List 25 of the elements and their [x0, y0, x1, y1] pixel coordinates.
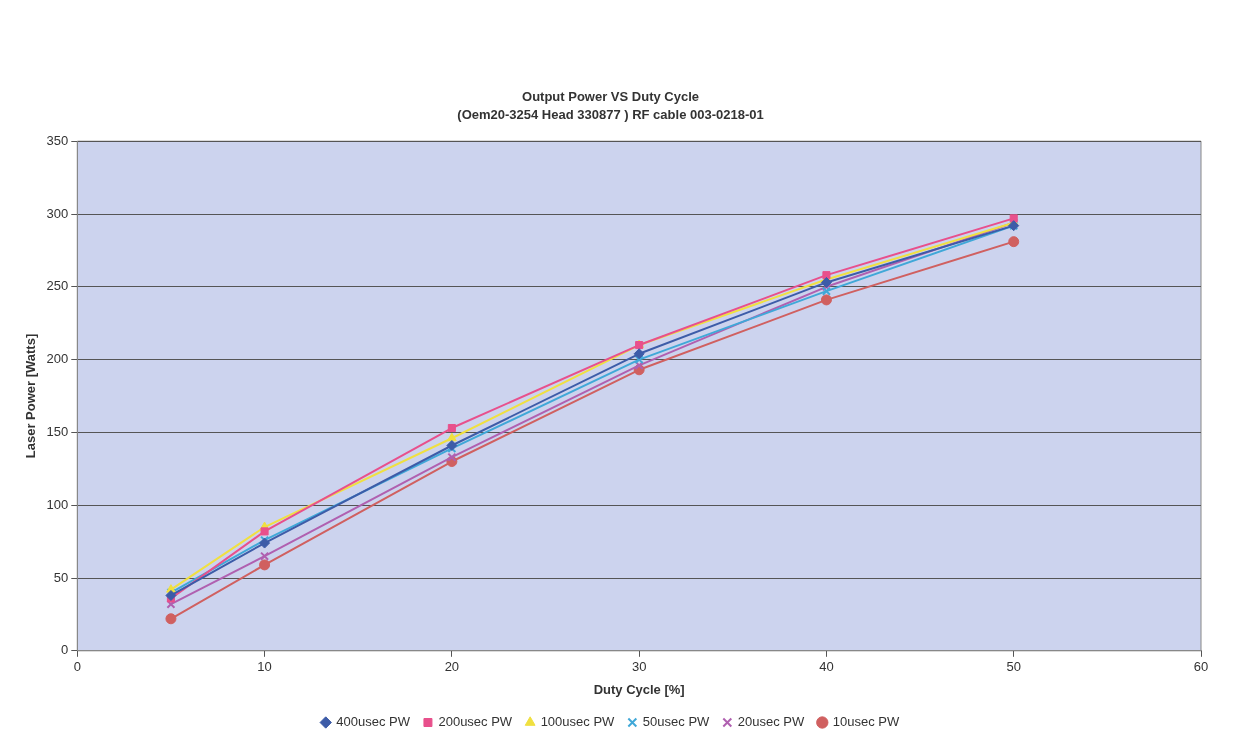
- x-tick-label: 40: [819, 659, 834, 675]
- y-tick-label: 350: [46, 132, 69, 148]
- x-tick-label: 0: [73, 659, 81, 675]
- y-tick-label: 50: [53, 569, 69, 585]
- legend-label: 400usec PW: [336, 714, 411, 730]
- legend-label: 50usec PW: [642, 714, 711, 730]
- legend-label: 200usec PW: [438, 714, 513, 730]
- legend-label: 100usec PW: [540, 714, 616, 730]
- chart-subtitle: (Oem20-3254 Head 330877 ) RF cable 003-0218-01: [457, 106, 764, 122]
- x-tick-label: 20: [444, 659, 460, 675]
- y-tick-label: 200: [46, 351, 69, 367]
- y-tick-label: 250: [46, 278, 69, 294]
- y-tick-label: 300: [46, 205, 69, 221]
- legend-label: 10usec PW: [832, 714, 900, 730]
- legend-label: 20usec PW: [737, 714, 806, 730]
- y-axis-title: Laser Power [Watts]: [23, 333, 39, 459]
- x-axis-title: Duty Cycle [%]: [593, 681, 685, 697]
- x-tick-label: 30: [631, 659, 647, 675]
- x-tick-label: 50: [1006, 659, 1021, 675]
- chart-title: Output Power VS Duty Cycle: [522, 89, 699, 105]
- x-tick-label: 10: [257, 659, 272, 675]
- y-tick-label: 0: [61, 642, 69, 658]
- y-tick-label: 100: [46, 496, 69, 512]
- y-tick-label: 150: [46, 423, 69, 439]
- x-tick-label: 60: [1193, 659, 1209, 675]
